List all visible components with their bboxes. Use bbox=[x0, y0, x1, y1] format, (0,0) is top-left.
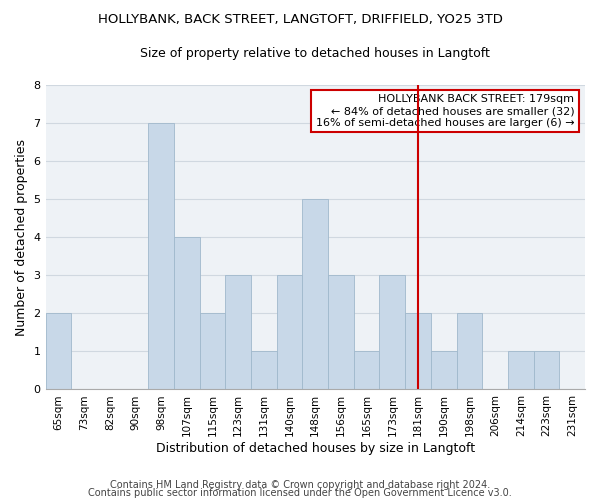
Bar bbox=[148, 124, 174, 390]
Bar bbox=[174, 238, 200, 390]
Bar bbox=[405, 314, 431, 390]
Bar bbox=[354, 352, 379, 390]
Bar bbox=[457, 314, 482, 390]
Bar bbox=[251, 352, 277, 390]
Bar bbox=[379, 276, 405, 390]
Y-axis label: Number of detached properties: Number of detached properties bbox=[15, 139, 28, 336]
Bar bbox=[431, 352, 457, 390]
Bar bbox=[508, 352, 533, 390]
Text: HOLLYBANK, BACK STREET, LANGTOFT, DRIFFIELD, YO25 3TD: HOLLYBANK, BACK STREET, LANGTOFT, DRIFFI… bbox=[98, 12, 502, 26]
Bar bbox=[200, 314, 226, 390]
Text: Contains HM Land Registry data © Crown copyright and database right 2024.: Contains HM Land Registry data © Crown c… bbox=[110, 480, 490, 490]
Text: Contains public sector information licensed under the Open Government Licence v3: Contains public sector information licen… bbox=[88, 488, 512, 498]
Bar bbox=[328, 276, 354, 390]
Bar bbox=[277, 276, 302, 390]
Bar bbox=[46, 314, 71, 390]
X-axis label: Distribution of detached houses by size in Langtoft: Distribution of detached houses by size … bbox=[156, 442, 475, 455]
Bar bbox=[226, 276, 251, 390]
Text: HOLLYBANK BACK STREET: 179sqm
← 84% of detached houses are smaller (32)
16% of s: HOLLYBANK BACK STREET: 179sqm ← 84% of d… bbox=[316, 94, 574, 128]
Bar bbox=[302, 200, 328, 390]
Bar bbox=[533, 352, 559, 390]
Title: Size of property relative to detached houses in Langtoft: Size of property relative to detached ho… bbox=[140, 48, 490, 60]
